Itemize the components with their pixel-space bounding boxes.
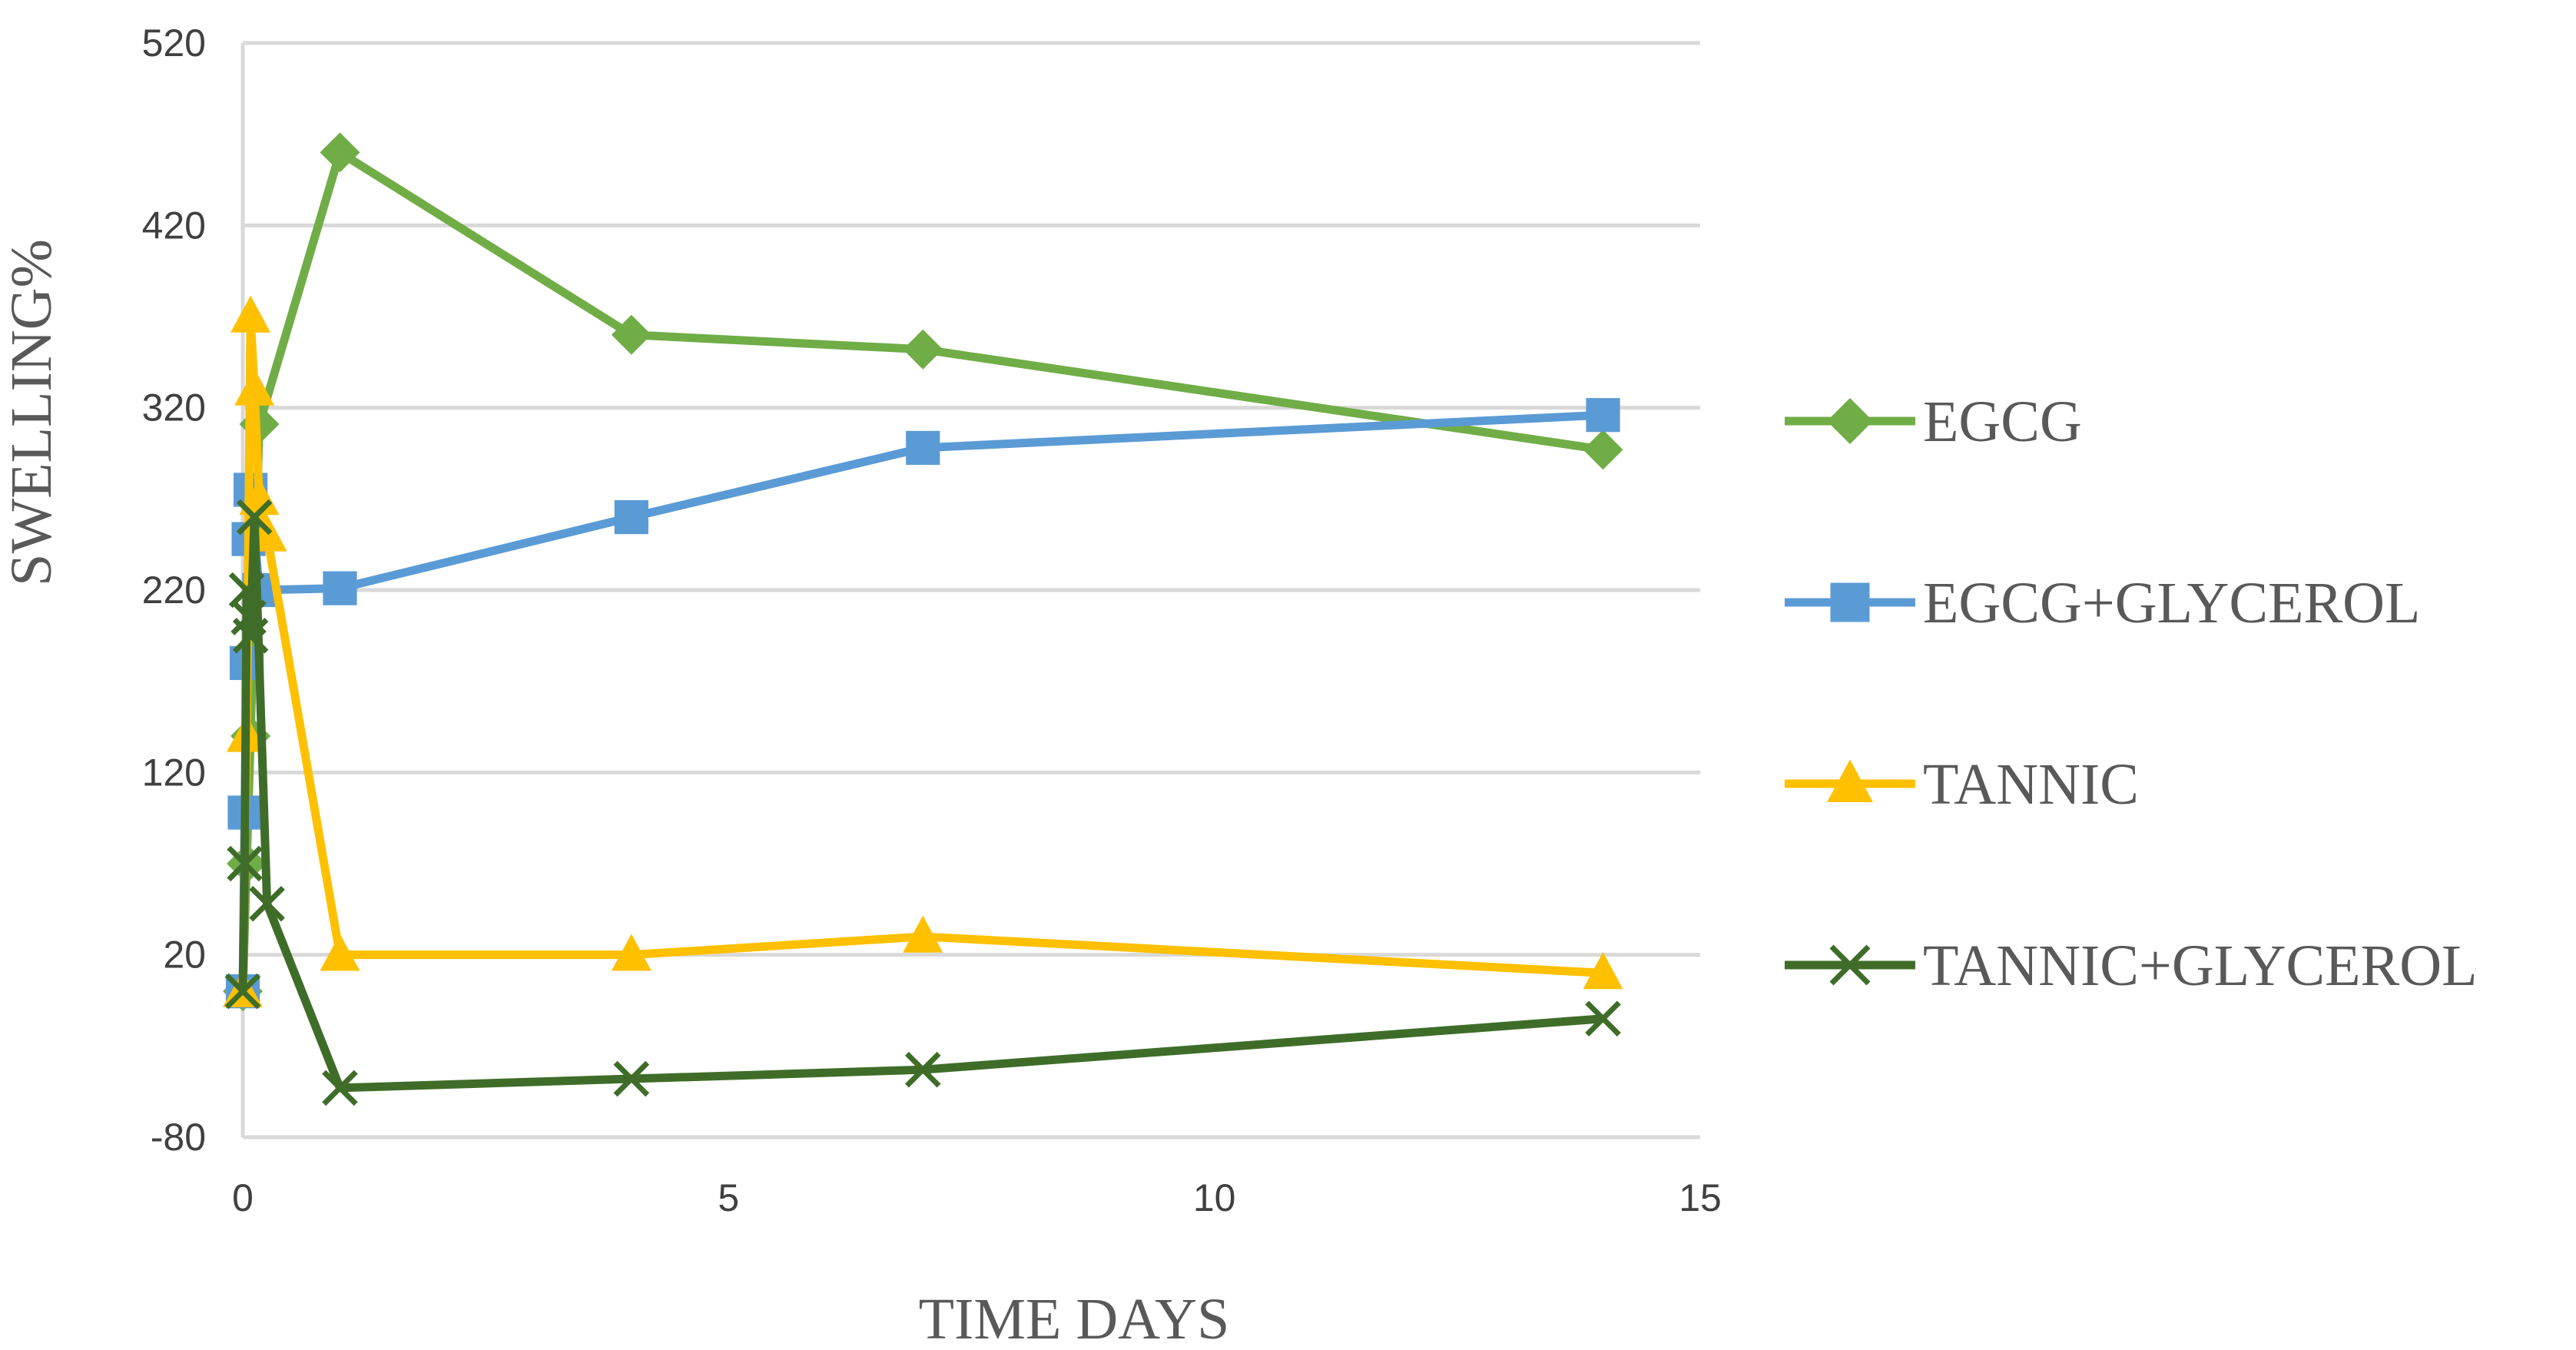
y-tick-label: 20 — [163, 934, 206, 977]
y-axis-title: SWELLING% — [0, 239, 64, 586]
series-tannic — [223, 295, 1623, 1007]
data-point-tannic-glycerol-stroke — [228, 572, 265, 609]
legend-marker-x-icon-stroke — [1829, 944, 1871, 986]
data-point-egcg-glycerol — [1586, 398, 1620, 433]
y-tick-label: 320 — [142, 386, 206, 430]
legend: EGCG EGCG+GLYCEROL TANNIC TANNIC+GLYCEROL — [1785, 390, 2478, 998]
legend-marker-square-icon — [1830, 582, 1870, 622]
legend-label: TANNIC — [1923, 752, 2139, 817]
data-point-tannic-glycerol-stroke — [613, 1060, 650, 1097]
legend-marker-triangle-icon — [1827, 759, 1873, 802]
data-point-tannic-glycerol — [322, 1070, 358, 1106]
y-tick-label: -80 — [151, 1116, 206, 1159]
data-point-tannic — [1583, 952, 1623, 990]
legend-label: TANNIC+GLYCEROL — [1923, 934, 2478, 998]
data-point-tannic-glycerol-stroke — [227, 845, 263, 882]
x-axis-title: TIME DAYS — [919, 1287, 1230, 1350]
y-tick-label: 420 — [142, 204, 206, 247]
data-point-tannic-glycerol-stroke — [904, 1051, 941, 1088]
legend-label: EGCG+GLYCEROL — [1923, 571, 2420, 635]
legend-marker-diamond-icon — [1827, 398, 1873, 444]
data-point-tannic-glycerol-stroke — [230, 599, 267, 635]
tick-labels: -80 20 120 220 320 420 520 0 5 10 15 — [142, 22, 1722, 1219]
data-point-tannic-glycerol — [228, 572, 265, 609]
data-point-tannic-glycerol-stroke — [322, 1070, 358, 1106]
data-point-egcg-glycerol — [323, 571, 357, 605]
legend-marker-x-icon — [1829, 944, 1871, 986]
y-tick-label: 120 — [142, 751, 206, 794]
x-tick-label: 10 — [1193, 1176, 1236, 1219]
data-point-tannic — [234, 368, 275, 406]
series-egcg — [223, 132, 1623, 1012]
data-point-egcg — [320, 132, 360, 173]
data-point-tannic — [611, 934, 651, 971]
y-tick-label: 520 — [142, 22, 206, 65]
data-point-tannic-glycerol — [613, 1060, 650, 1097]
legend-item-tannic: TANNIC — [1785, 752, 2139, 817]
data-point-tannic-glycerol — [236, 499, 273, 536]
data-point-tannic-glycerol-stroke — [232, 618, 269, 654]
data-point-tannic-glycerol-stroke — [1585, 1000, 1621, 1037]
legend-item-tannic-glycerol: TANNIC+GLYCEROL — [1785, 934, 2478, 998]
data-point-egcg-glycerol — [906, 430, 940, 465]
data-point-tannic-glycerol — [227, 845, 263, 882]
x-tick-label: 0 — [232, 1176, 254, 1219]
x-tick-label: 15 — [1679, 1176, 1722, 1219]
series-line-egcg — [238, 148, 1604, 992]
data-point-tannic-glycerol — [904, 1051, 941, 1088]
series-line-egcg-glycerol — [238, 410, 1603, 992]
x-tick-label: 5 — [718, 1176, 739, 1219]
data-point-egcg — [611, 314, 651, 355]
data-point-egcg — [903, 329, 943, 370]
gridlines — [243, 41, 1700, 1139]
data-point-egcg-glycerol — [614, 499, 648, 535]
y-tick-label: 220 — [142, 569, 206, 612]
data-point-tannic — [230, 295, 271, 333]
data-point-tannic — [903, 915, 943, 953]
series-line-tannic-glycerol — [238, 512, 1603, 1093]
series-lines — [223, 132, 1623, 1106]
data-point-tannic-glycerol — [232, 618, 269, 654]
data-point-egcg — [1583, 430, 1623, 470]
data-point-tannic — [320, 934, 360, 971]
data-point-tannic-glycerol — [224, 973, 261, 1010]
data-point-tannic-glycerol-stroke — [249, 885, 285, 922]
data-point-tannic-glycerol-stroke — [236, 499, 273, 536]
legend-label: EGCG — [1923, 390, 2082, 454]
data-point-tannic-glycerol — [249, 885, 285, 922]
legend-item-egcg-glycerol: EGCG+GLYCEROL — [1785, 571, 2420, 635]
legend-item-egcg: EGCG — [1785, 390, 2082, 454]
data-point-tannic-glycerol-stroke — [224, 973, 261, 1010]
series-tannic-glycerol — [224, 499, 1621, 1106]
data-point-tannic-glycerol — [1585, 1000, 1621, 1037]
